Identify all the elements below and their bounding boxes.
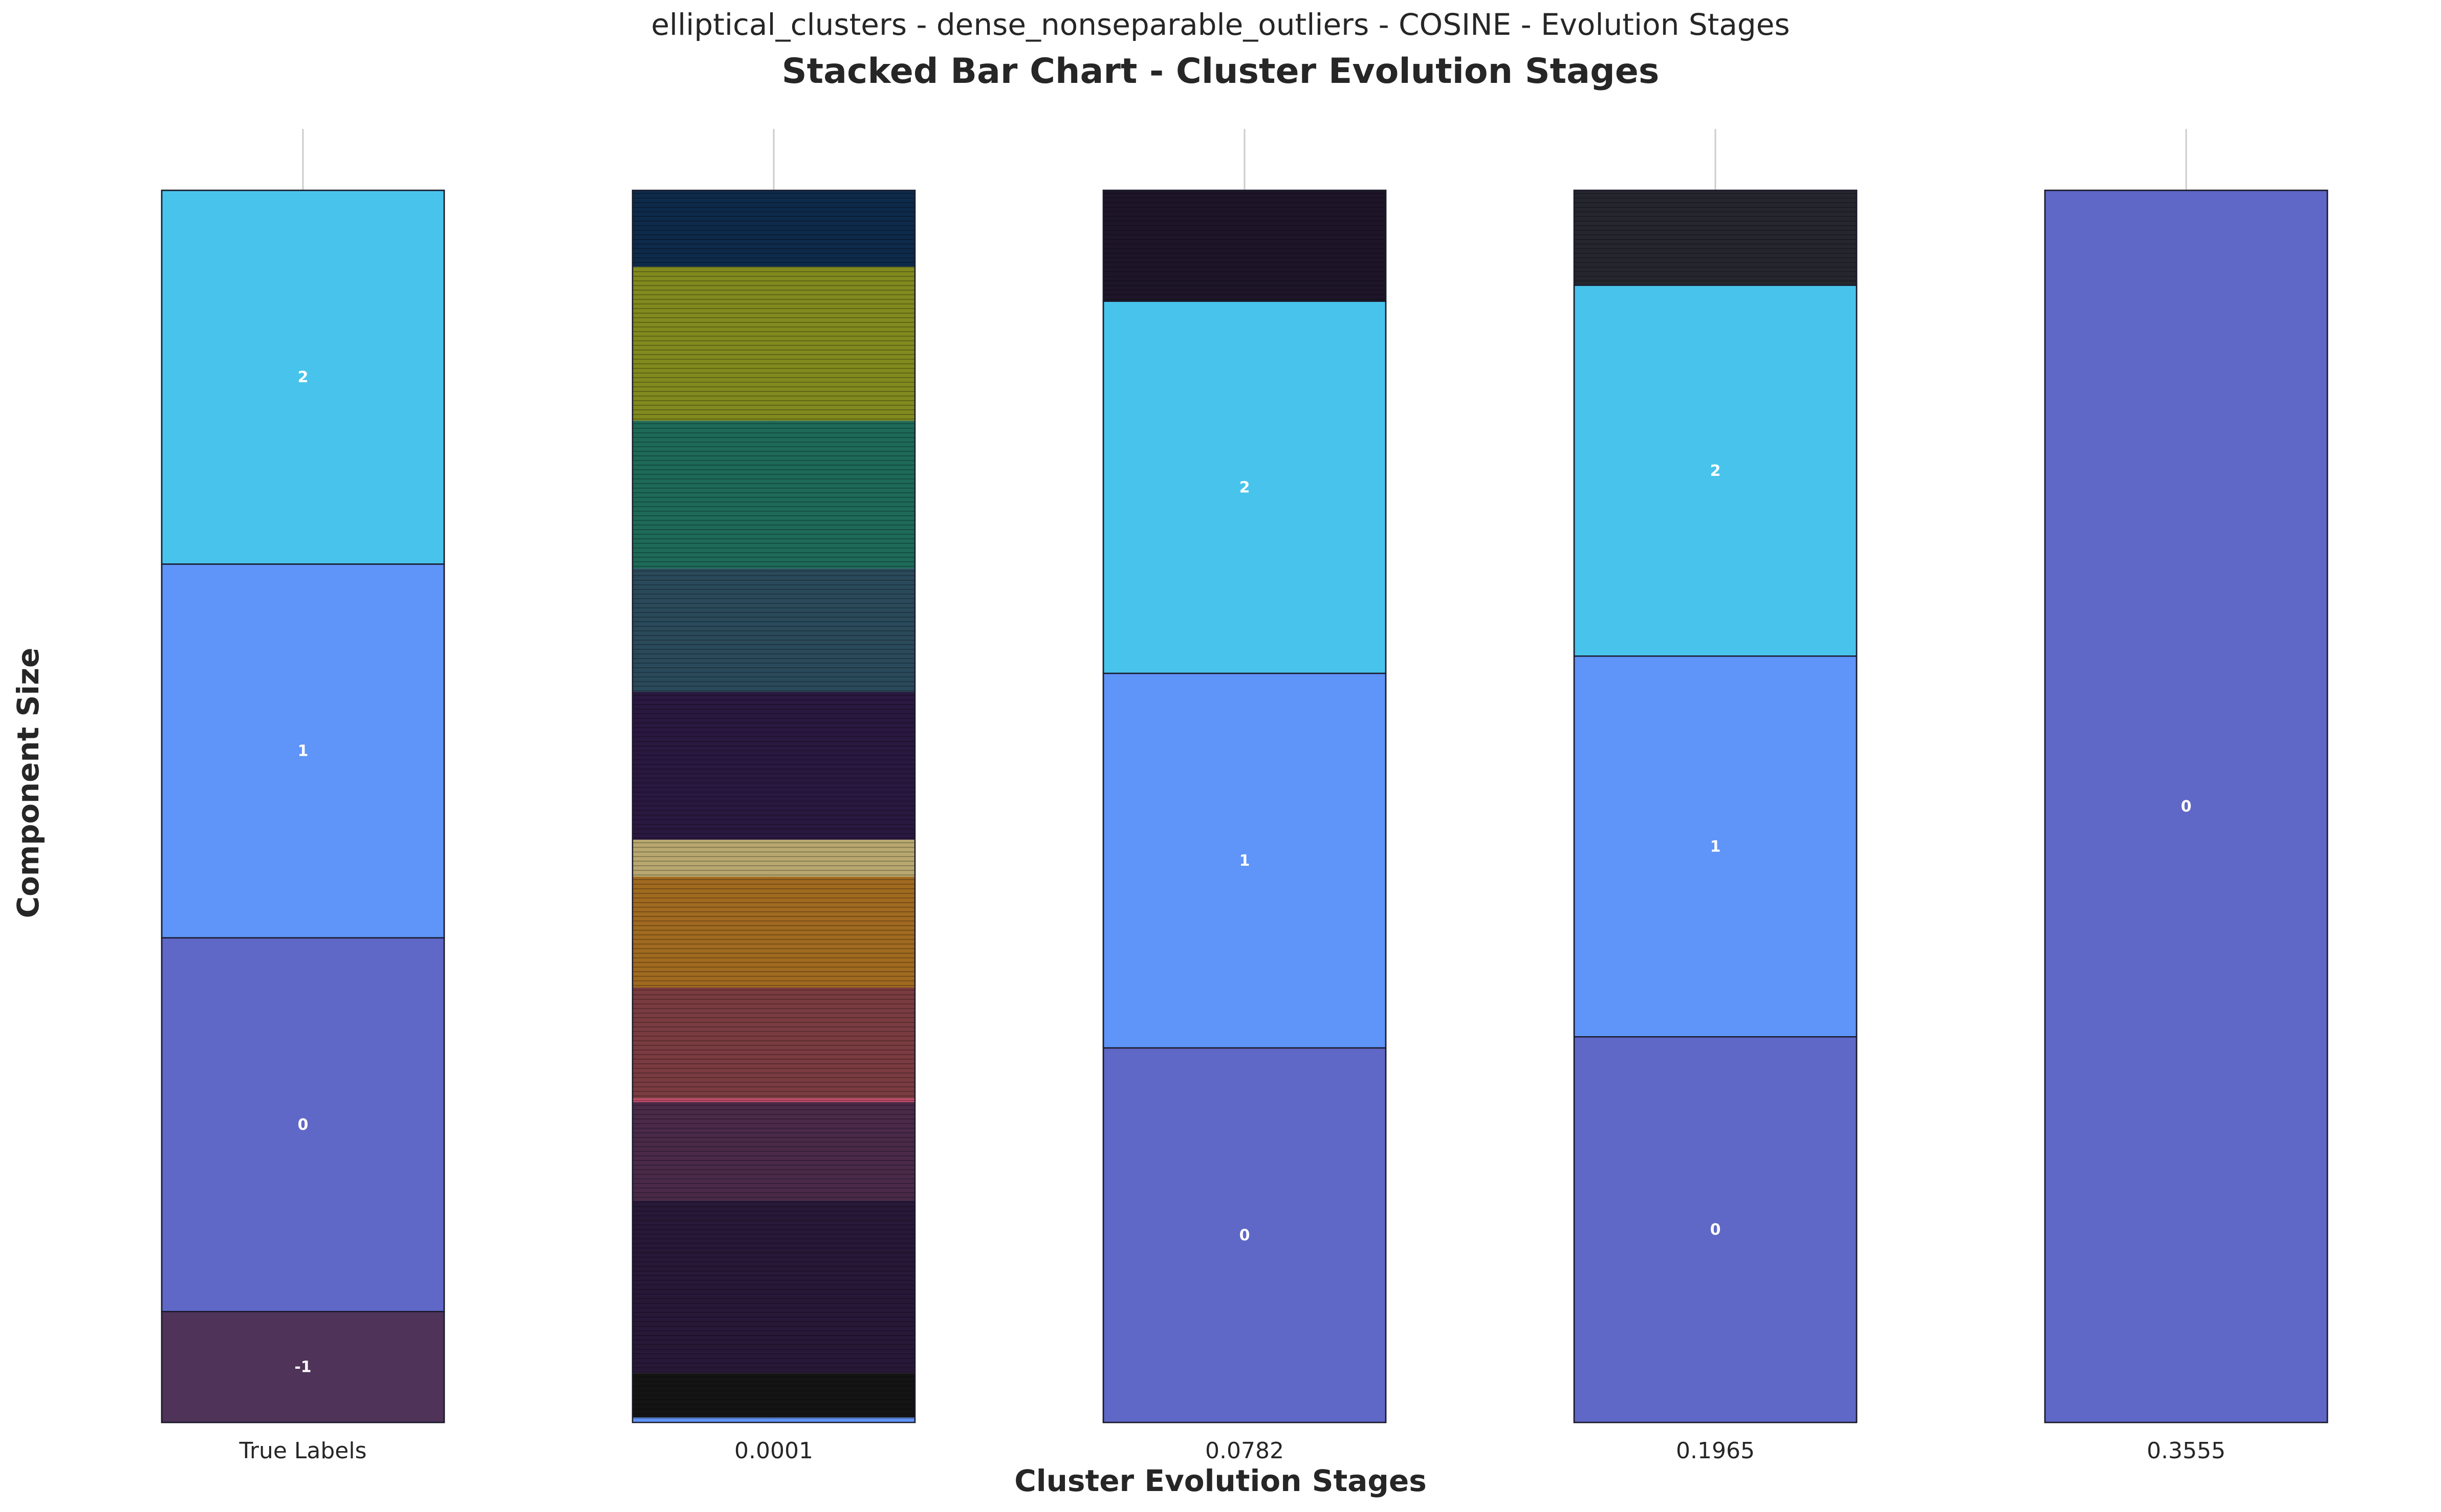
segment-label: 2: [1710, 462, 1721, 480]
segment-label: 0: [1239, 1226, 1250, 1244]
bar-segment: [633, 267, 915, 421]
x-tick-label: 0.3555: [2147, 1438, 2226, 1464]
segment-label: 0: [2181, 798, 2192, 816]
bar-segment: [633, 1200, 915, 1373]
bar-segment: [633, 1102, 915, 1201]
bar-segment: [161, 937, 445, 1312]
bar-segment: [1102, 672, 1387, 1049]
bar-segment: [633, 840, 915, 877]
bar-segment: [633, 190, 915, 267]
segment-label: 1: [1710, 838, 1721, 856]
bar-segment: [161, 563, 445, 939]
x-tick-label: 0.1965: [1676, 1438, 1755, 1464]
bar-segment: [633, 1098, 915, 1102]
bar-segment: [1102, 1047, 1387, 1423]
bar-segment: [1573, 284, 1858, 657]
segment-label: 2: [298, 368, 309, 386]
x-tick-label: True Labels: [238, 1438, 366, 1464]
bar-segment: [633, 568, 915, 692]
segment-label: 0: [1710, 1221, 1721, 1239]
bar-segment: [1102, 189, 1387, 302]
segment-label: 1: [298, 742, 309, 760]
bar-segment: [633, 876, 915, 988]
x-tick-label: 0.0782: [1205, 1438, 1284, 1464]
segment-label: -1: [294, 1358, 311, 1376]
bar-segment: [633, 987, 915, 1099]
bar-segment: [161, 189, 445, 565]
segment-label: 2: [1239, 478, 1250, 496]
bar-segment: [2044, 189, 2328, 1423]
segment-label: 0: [298, 1116, 309, 1134]
bar-outline: [631, 189, 916, 1423]
segment-label: 1: [1239, 852, 1250, 870]
x-tick-label: 0.0001: [734, 1438, 813, 1464]
figure-suptitle: elliptical_clusters - dense_nonseparable…: [651, 7, 1790, 42]
x-axis-label: Cluster Evolution Stages: [1014, 1463, 1427, 1498]
bar-segment: [633, 421, 915, 569]
bar-outline: [1102, 189, 1387, 1423]
bar-segment: [1573, 655, 1858, 1038]
bar-outline: [1573, 189, 1858, 1423]
bar-outline: [161, 189, 445, 1423]
chart-title: Stacked Bar Chart - Cluster Evolution St…: [781, 51, 1660, 92]
bar-segment: [1573, 189, 1858, 286]
bar-segment: [633, 1373, 915, 1418]
bar-segment: [633, 692, 915, 840]
bar-segment: [633, 1417, 915, 1422]
bar-outline: [2044, 189, 2328, 1423]
bar-segment: [1102, 300, 1387, 674]
